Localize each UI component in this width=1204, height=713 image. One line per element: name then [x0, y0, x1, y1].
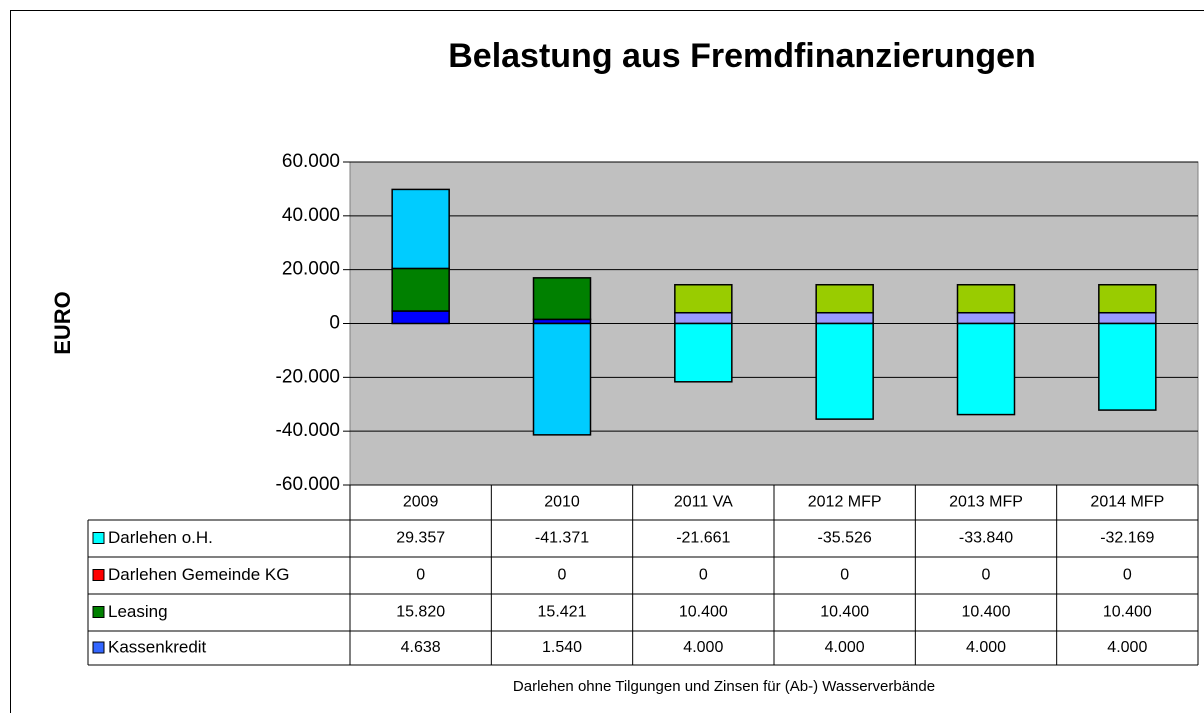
data-table-value: 15.421 [538, 604, 587, 621]
bar-segment [391, 310, 450, 325]
data-table-value: -32.169 [1100, 530, 1154, 547]
x-tick-label: 2014 MFP [1090, 494, 1164, 511]
y-tick-label: 60.000 [282, 151, 340, 172]
y-tick-label: -20.000 [276, 366, 340, 387]
note: Darlehen ohne Tilgungen und Zinsen für (… [513, 678, 935, 695]
bar-segment [1098, 322, 1157, 411]
legend-label: Leasing [108, 602, 168, 621]
bar-segment [674, 322, 733, 383]
data-table-value: 4.000 [683, 639, 723, 656]
bar-segment [674, 311, 733, 325]
data-table-value: 0 [1123, 567, 1132, 584]
data-table-value: -33.840 [959, 530, 1013, 547]
data-table-value: 29.357 [396, 530, 445, 547]
data-table-value: 4.000 [966, 639, 1006, 656]
bar-segment [1098, 283, 1157, 314]
bar-segment [391, 267, 450, 312]
bar-segment [532, 322, 592, 436]
data-table-value: 4.000 [825, 639, 865, 656]
data-table-value: 1.540 [542, 639, 582, 656]
y-tick-label: 0 [329, 313, 340, 334]
data-table-value: 0 [558, 567, 567, 584]
legend-label: Kassenkredit [108, 637, 207, 656]
data-table-value: 10.400 [962, 604, 1011, 621]
bar-segment [815, 283, 874, 314]
y-tick-label: -40.000 [276, 420, 340, 441]
data-table-value: -35.526 [818, 530, 872, 547]
bar-segment [815, 311, 874, 325]
x-tick-label: 2012 MFP [808, 494, 882, 511]
bar-segment [956, 311, 1016, 325]
bar-segment [1098, 311, 1157, 325]
legend-label: Darlehen o.H. [108, 528, 213, 547]
data-table-value: 4.000 [1107, 639, 1147, 656]
bar-segment [391, 188, 450, 270]
x-tick-label: 2011 VA [674, 494, 733, 511]
legend-swatch [92, 606, 105, 618]
bar-segment [956, 283, 1016, 314]
x-tick-label: 2013 MFP [949, 494, 1023, 511]
bar-segment [674, 283, 733, 314]
data-table-value: 4.638 [401, 639, 441, 656]
bar-segment [532, 277, 592, 321]
data-table-value: 0 [699, 567, 708, 584]
data-table-value: -21.661 [676, 530, 730, 547]
bar-segment [815, 322, 874, 420]
y-tick-label: 20.000 [282, 259, 340, 280]
legend-swatch [92, 532, 105, 544]
data-table-value: 0 [840, 567, 849, 584]
data-table-value: 15.820 [396, 604, 445, 621]
chart-title: Belastung aus Fremdfinanzierungen [448, 37, 1036, 75]
data-table-value: 10.400 [1103, 604, 1152, 621]
x-tick-label: 2010 [544, 494, 580, 511]
bar-segment [956, 322, 1016, 416]
data-table-value: 10.400 [820, 604, 869, 621]
data-table-value: 10.400 [679, 604, 728, 621]
legend-swatch [92, 569, 105, 581]
y-tick-label: 40.000 [282, 205, 340, 226]
data-table-value: 0 [416, 567, 425, 584]
legend-swatch [92, 641, 105, 654]
y-axis-label: EURO [50, 291, 75, 355]
y-tick-label: -60.000 [276, 474, 340, 495]
x-tick-label: 2009 [403, 494, 439, 511]
legend-label: Darlehen Gemeinde KG [108, 565, 289, 584]
data-table-value: -41.371 [535, 530, 589, 547]
data-table-value: 0 [982, 567, 991, 584]
